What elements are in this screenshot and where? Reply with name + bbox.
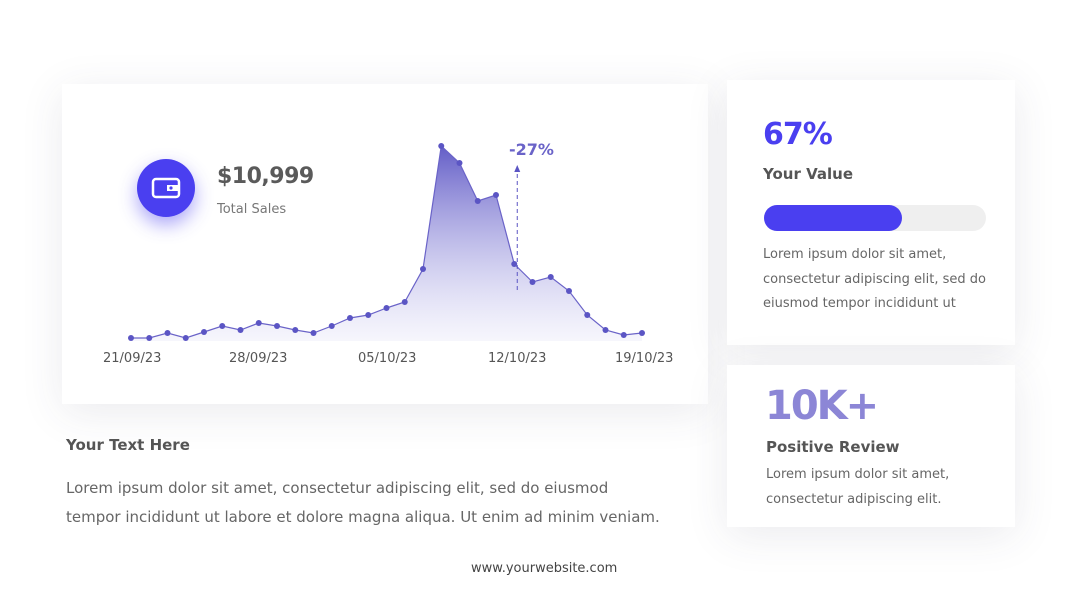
data-point (420, 266, 426, 272)
wallet-badge (137, 159, 195, 217)
x-tick-label: 19/10/23 (615, 351, 674, 366)
total-sales-amount: $10,999 (217, 164, 314, 189)
data-point (182, 335, 189, 341)
area-fill (131, 146, 642, 341)
data-point (237, 327, 244, 333)
value-title: Your Value (763, 165, 853, 183)
data-point (383, 305, 390, 311)
data-point (438, 143, 445, 149)
data-point (620, 332, 627, 338)
x-tick-label: 12/10/23 (488, 351, 547, 366)
data-point (328, 323, 335, 329)
chart-annotation-delta: -27% (509, 140, 554, 159)
text-block-body: Lorem ipsum dolor sit amet, consectetur … (66, 479, 660, 526)
annotation-arrow-head (514, 165, 521, 172)
data-point (164, 330, 171, 336)
value-progress-bar (764, 205, 986, 231)
data-point (566, 288, 572, 294)
data-point (365, 312, 372, 318)
data-point (584, 312, 591, 318)
data-point (310, 330, 317, 336)
footer-website-link[interactable]: www.yourwebsite.com (471, 561, 618, 576)
total-sales-label: Total Sales (217, 202, 287, 217)
value-card: 67% Your Value Lorem ipsum dolor sit ame… (727, 80, 1015, 345)
review-description: Lorem ipsum dolor sit amet, consectetur … (766, 467, 950, 507)
x-tick-label: 21/09/23 (103, 351, 162, 366)
wallet-icon (151, 177, 181, 199)
data-point (474, 198, 481, 204)
data-point (255, 320, 262, 326)
data-point (511, 261, 518, 267)
data-point (128, 335, 134, 341)
data-point (493, 192, 499, 198)
data-point (219, 323, 226, 329)
data-point (639, 330, 645, 336)
value-description: Lorem ipsum dolor sit amet, consectetur … (763, 247, 986, 311)
review-count: 10K+ (765, 383, 879, 429)
data-point (529, 279, 536, 285)
review-title: Positive Review (766, 438, 900, 456)
data-point (602, 327, 609, 333)
data-point (547, 274, 554, 280)
data-point (292, 327, 299, 333)
data-point (456, 160, 463, 166)
value-progress-fill (764, 205, 902, 231)
text-block-title: Your Text Here (66, 436, 190, 454)
review-card: 10K+ Positive Review Lorem ipsum dolor s… (727, 365, 1015, 527)
x-tick-label: 28/09/23 (229, 351, 288, 366)
sales-chart-card (62, 84, 708, 404)
x-tick-label: 05/10/23 (358, 351, 417, 366)
data-point (401, 299, 408, 305)
data-point (146, 335, 153, 341)
value-percent: 67% (763, 117, 833, 152)
data-point (347, 315, 353, 321)
data-point (201, 329, 207, 335)
data-point (274, 323, 280, 329)
